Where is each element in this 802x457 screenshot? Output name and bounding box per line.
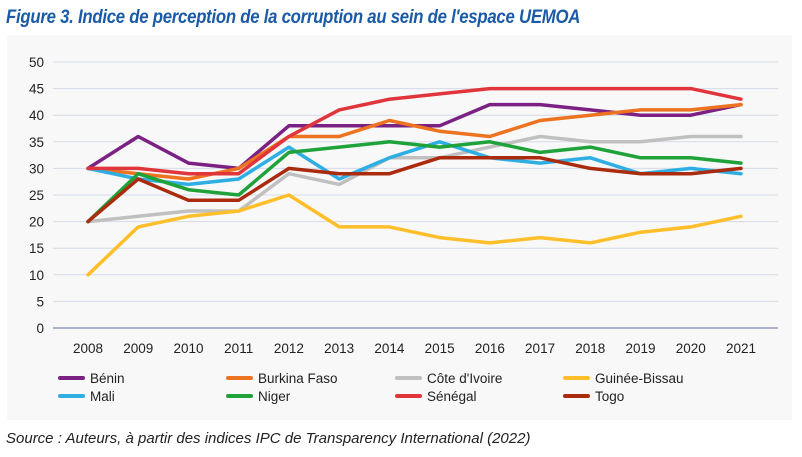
y-tick-label: 40 xyxy=(29,108,44,123)
y-tick-label: 10 xyxy=(29,268,44,283)
series-line-cote-d-ivoire xyxy=(86,134,743,224)
x-tick-label: 2015 xyxy=(425,341,455,356)
source-note: Source : Auteurs, à partir des indices I… xyxy=(6,430,531,447)
y-tick-label: 5 xyxy=(36,294,44,309)
x-tick-label: 2016 xyxy=(475,341,505,356)
y-tick-label: 25 xyxy=(29,188,44,203)
legend-label: Guinée-Bissau xyxy=(595,371,684,386)
y-tick-label: 0 xyxy=(36,321,44,336)
y-tick-label: 30 xyxy=(29,161,44,176)
y-tick-label: 15 xyxy=(29,241,44,256)
series-line-niger xyxy=(86,140,743,224)
y-tick-label: 45 xyxy=(29,82,44,97)
y-tick-label: 50 xyxy=(29,55,44,70)
x-tick-label: 2017 xyxy=(525,341,555,356)
x-tick-label: 2020 xyxy=(676,341,706,356)
x-tick-label: 2013 xyxy=(324,341,354,356)
legend-label: Togo xyxy=(595,389,624,404)
legend-label: Côte d'Ivoire xyxy=(427,371,502,386)
x-tick-label: 2008 xyxy=(73,341,103,356)
legend-label: Burkina Faso xyxy=(258,371,338,386)
x-tick-label: 2014 xyxy=(374,341,405,356)
y-tick-label: 35 xyxy=(29,135,44,150)
legend-label: Mali xyxy=(90,389,115,404)
y-tick-label: 20 xyxy=(29,215,44,230)
legend-label: Sénégal xyxy=(427,389,477,404)
series-line-mali xyxy=(86,140,743,187)
legend-label: Bénin xyxy=(90,371,125,386)
x-tick-label: 2010 xyxy=(173,341,203,356)
series-line-guinee-bissau xyxy=(86,193,743,277)
series-line-senegal xyxy=(86,86,743,176)
figure-title: Figure 3. Indice de perception de la cor… xyxy=(6,6,581,28)
series-line-burkina-faso xyxy=(86,102,743,181)
x-tick-label: 2019 xyxy=(626,341,656,356)
x-tick-label: 2012 xyxy=(274,341,304,356)
x-tick-label: 2018 xyxy=(575,341,605,356)
x-tick-label: 2009 xyxy=(123,341,153,356)
series-line-togo xyxy=(86,156,743,224)
x-tick-label: 2011 xyxy=(224,341,253,356)
x-tick-label: 2021 xyxy=(726,341,756,356)
legend-label: Niger xyxy=(258,389,291,404)
